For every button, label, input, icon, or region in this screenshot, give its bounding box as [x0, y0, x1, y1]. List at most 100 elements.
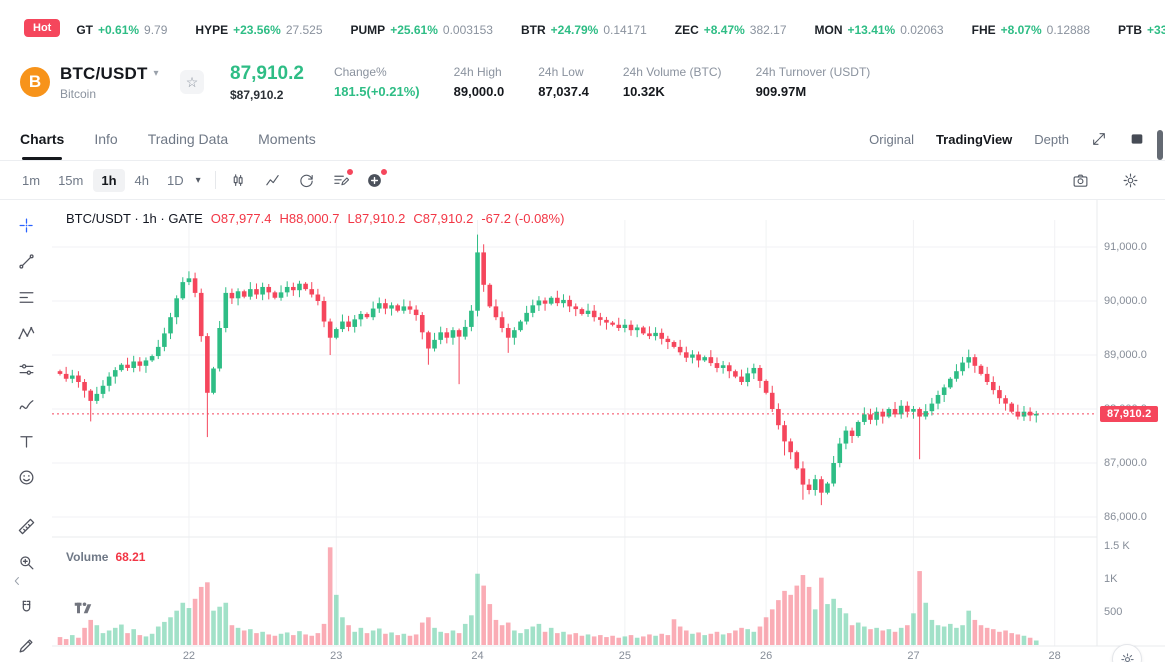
ticker-change: +0.61% [98, 23, 140, 37]
interval-1d[interactable]: 1D [167, 172, 184, 188]
interval-15m[interactable]: 15m [58, 172, 84, 188]
measure-tool[interactable] [12, 512, 40, 540]
settings-gear-icon [1123, 173, 1137, 187]
ticker-item[interactable]: BTR +24.79% 0.14171 [521, 23, 647, 37]
emoji-tool[interactable] [12, 463, 40, 491]
zoom-in-tool[interactable] [12, 548, 40, 576]
volume-value: 68.21 [115, 550, 146, 564]
favorite-button[interactable]: ☆ [180, 70, 204, 94]
interval-1h[interactable]: 1h [93, 168, 125, 192]
pair-name: BTC/USDT [60, 63, 148, 83]
ticker-change: +25.61% [390, 23, 438, 37]
fib-retracement-tool[interactable] [12, 283, 40, 311]
price-usd: $87,910.2 [230, 87, 284, 102]
ticker-price: 9.79 [144, 23, 168, 37]
toolbar-right-icons [1067, 167, 1151, 193]
collapse-chevron-icon [14, 577, 19, 585]
stat-value: 10.32K [622, 84, 665, 99]
star-icon: ☆ [185, 73, 199, 90]
time-axis-label: 27 [907, 650, 920, 662]
xabcd-pattern-tool[interactable] [12, 319, 40, 347]
ticker-change: +8.07% [1000, 23, 1042, 37]
line-chart-button[interactable] [260, 167, 286, 193]
stat-label: 24h Volume (BTC) [622, 65, 722, 79]
watchlist-edit-button[interactable] [328, 167, 354, 193]
magnet-tool[interactable] [12, 594, 40, 622]
ticker-item[interactable]: PTB+33.27%0.002695 [1118, 23, 1165, 37]
tab-moments[interactable]: Moments [258, 131, 316, 147]
add-circle-button[interactable] [362, 167, 388, 193]
ticker-change: +33.27% [1147, 23, 1165, 37]
tab-trading-data[interactable]: Trading Data [147, 131, 229, 147]
position-sliders-tool[interactable] [12, 355, 40, 383]
legend-series: BTC/USDT · 1h · GATE [66, 211, 203, 226]
pencil-icon [19, 638, 33, 652]
stat-block: 24h High 89,000.0 [454, 65, 505, 99]
brush-tool[interactable] [12, 391, 40, 419]
price-axis-label: 90,000.0 [1104, 295, 1147, 307]
settings-gear-button[interactable] [1117, 167, 1143, 193]
ticker-item[interactable]: FHE +8.07% 0.12888 [972, 23, 1090, 37]
toolbar-icons [226, 167, 396, 193]
text-tool-tool[interactable] [12, 427, 40, 455]
ticker-price: 382.17 [749, 23, 787, 37]
time-axis-label: 26 [759, 650, 773, 662]
header-stats: Change% 181.5(+0.21%) 24h High 89,000.0 24h … [334, 65, 870, 99]
candlestick-button[interactable] [226, 167, 252, 193]
camera-button[interactable] [1067, 167, 1093, 193]
trendline-tool[interactable] [12, 247, 40, 275]
pencil-tool[interactable] [12, 631, 40, 659]
stat-label: 24h Turnover (USDT) [755, 65, 871, 79]
panel-layout-button[interactable] [1129, 131, 1145, 147]
text-tool-icon [19, 435, 33, 448]
crosshair-icon [19, 218, 33, 232]
ticker-symbol: PUMP [350, 23, 386, 37]
chevron-down-icon: ▾ [153, 68, 159, 79]
crosshair-tool[interactable] [12, 211, 40, 239]
tab-charts[interactable]: Charts [20, 118, 64, 160]
emoji-icon [19, 470, 33, 484]
candlestick-icon [233, 173, 243, 186]
view-option-depth[interactable]: Depth [1034, 131, 1069, 147]
interval-1m[interactable]: 1m [22, 172, 41, 188]
stat-block: 24h Low 87,037.4 [538, 65, 589, 99]
fullscreen-button[interactable] [1091, 131, 1107, 147]
brush-icon [19, 399, 33, 409]
volume-label: Volume [66, 550, 109, 564]
scrollbar-thumb[interactable] [1157, 130, 1163, 160]
time-axis-label: 28 [1048, 650, 1061, 662]
coin-name: Bitcoin [60, 86, 97, 101]
refresh-button[interactable] [294, 167, 320, 193]
view-option-original[interactable]: Original [869, 131, 914, 147]
interval-4h[interactable]: 4h [134, 172, 149, 188]
ticker-item[interactable]: ZEC +8.47% 382.17 [675, 23, 787, 37]
ticker-symbol: GT [76, 23, 93, 37]
view-option-tradingview[interactable]: TradingView [935, 131, 1013, 147]
volume-axis-label: 1K [1104, 573, 1118, 585]
volume-axis-label: 1.5 K [1104, 540, 1130, 552]
ticker-change: +13.41% [847, 23, 896, 37]
legend-low: L87,910.2 [347, 211, 406, 226]
ticker-item[interactable]: PUMP +25.61% 0.003153 [351, 23, 493, 37]
ticker-item[interactable]: GT +0.61% 9.79 [76, 23, 167, 37]
interval-dropdown-caret-icon[interactable]: ▾ [195, 174, 201, 186]
chart-toolbar: 1m 15m 1h 4h 1D ▾ [0, 161, 1165, 200]
chart-legend: BTC/USDT · 1h · GATE O87,977.4 H88,000.7… [66, 211, 564, 226]
ticker-price: 27.525 [285, 23, 323, 37]
watchlist-edit-icon [334, 175, 350, 185]
candlestick-chart[interactable] [52, 200, 1165, 662]
chart-area: BTC/USDT · 1h · GATE O87,977.4 H88,000.7… [52, 200, 1165, 662]
ticker-item[interactable]: HYPE +23.56% 27.525 [195, 23, 322, 37]
pair-block: BTC/USDT ▾ Bitcoin [60, 64, 178, 101]
ticker-price: 0.12888 [1046, 23, 1091, 37]
collapse-chevron-tool[interactable] [8, 572, 26, 590]
tab-info[interactable]: Info [94, 131, 118, 147]
hot-badge[interactable]: Hot [24, 19, 61, 37]
ticker-item[interactable]: MON +13.41% 0.02063 [815, 23, 944, 37]
ticker-change: +23.56% [233, 23, 281, 37]
xabcd-pattern-icon [17, 326, 34, 339]
last-price: 87,910.2 [230, 62, 304, 84]
position-sliders-icon [19, 363, 33, 375]
pair-selector[interactable]: BTC/USDT ▾ [60, 64, 178, 84]
current-price-tag: 87,910.2 [1100, 406, 1159, 422]
